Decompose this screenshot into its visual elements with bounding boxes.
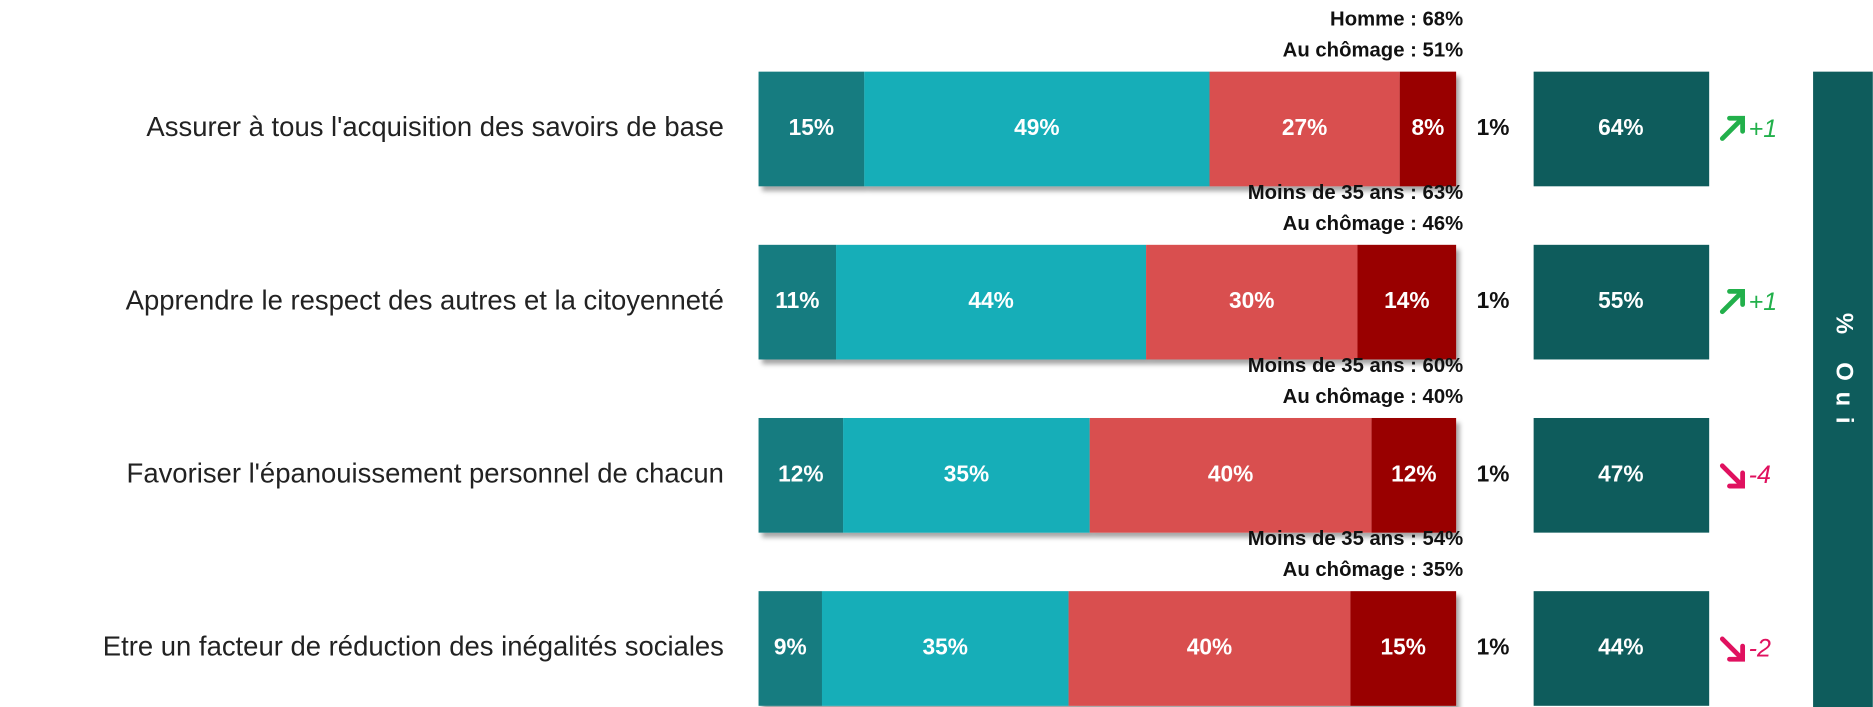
category-label: Apprendre le respect des autres et la ci… (126, 284, 724, 315)
annotation: Au chômage : 51% (1283, 40, 1463, 62)
no-answer-label: 1% (1477, 114, 1510, 140)
trend-arrow (1719, 463, 1746, 489)
annotation: Homme : 68% (1330, 9, 1463, 31)
value-label: 8% (1412, 114, 1445, 140)
bar-segment (1068, 591, 1351, 706)
annotation: Moins de 35 ans : 63% (1248, 182, 1463, 204)
oui-column (1813, 71, 1873, 707)
trend-label: +1 (1749, 115, 1778, 143)
bar-group (758, 591, 1457, 706)
bar-segment (1089, 417, 1372, 533)
value-label: 15% (1381, 633, 1426, 659)
annotation: Moins de 35 ans : 54% (1248, 528, 1463, 550)
oui-box (1533, 591, 1710, 706)
trend-arrow (1719, 636, 1746, 662)
bar-segment (821, 591, 1069, 706)
trend-label: -4 (1749, 461, 1771, 489)
value-label: 35% (923, 633, 968, 659)
value-label: 15% (789, 114, 834, 140)
oui-label: 44% (1598, 633, 1643, 659)
bar-segment (758, 244, 837, 360)
value-label: 9% (774, 633, 807, 659)
value-label: 40% (1187, 633, 1232, 659)
bar-segment (1399, 71, 1457, 187)
oui-label: 64% (1598, 114, 1643, 140)
bar-segment (1371, 417, 1457, 533)
trend-arrow (1719, 115, 1746, 141)
trend-arrow (1719, 289, 1746, 315)
trend-label: -2 (1749, 634, 1771, 662)
bar-segment (758, 417, 844, 533)
oui-label: 47% (1598, 460, 1643, 486)
trend-label: +1 (1749, 288, 1778, 316)
oui-label: 55% (1598, 287, 1643, 313)
value-label: 11% (775, 287, 819, 313)
value-label: 49% (1014, 114, 1059, 140)
bar-segment (758, 591, 822, 706)
no-answer-label: 1% (1477, 460, 1510, 486)
no-answer-label: 1% (1477, 287, 1510, 313)
annotation: Au chômage : 35% (1283, 559, 1463, 581)
category-label: Favoriser l'épanouissement personnel de … (127, 458, 724, 489)
bar-segment (1357, 244, 1457, 360)
bar-group (758, 71, 1457, 187)
bar-segment (758, 71, 865, 187)
value-label: 30% (1229, 287, 1274, 313)
no-answer-label: 1% (1477, 633, 1510, 659)
value-label: 14% (1384, 287, 1429, 313)
bar-segment (1209, 71, 1400, 187)
category-label: Assurer à tous l'acquisition des savoirs… (146, 111, 723, 142)
bar-segment (836, 244, 1147, 360)
annotation: Au chômage : 46% (1283, 213, 1463, 235)
oui-box (1533, 244, 1710, 360)
bar-segment (1146, 244, 1358, 360)
oui-box (1533, 417, 1710, 533)
value-label: 35% (944, 460, 989, 486)
value-label: 44% (968, 287, 1013, 313)
bar-segment (1350, 591, 1457, 706)
annotation: Moins de 35 ans : 60% (1248, 355, 1463, 377)
bar-group (758, 417, 1457, 533)
value-label: 12% (1391, 460, 1436, 486)
bar-group (758, 244, 1457, 360)
category-label: Etre un facteur de réduction des inégali… (103, 631, 724, 662)
value-label: 27% (1282, 114, 1327, 140)
bar-segment (864, 71, 1210, 187)
value-label: 12% (778, 460, 823, 486)
oui-box (1533, 71, 1710, 187)
bar-segment (843, 417, 1090, 533)
annotation: Au chômage : 40% (1283, 386, 1463, 408)
oui-title: % Oui (1831, 313, 1858, 434)
value-label: 40% (1208, 460, 1253, 486)
